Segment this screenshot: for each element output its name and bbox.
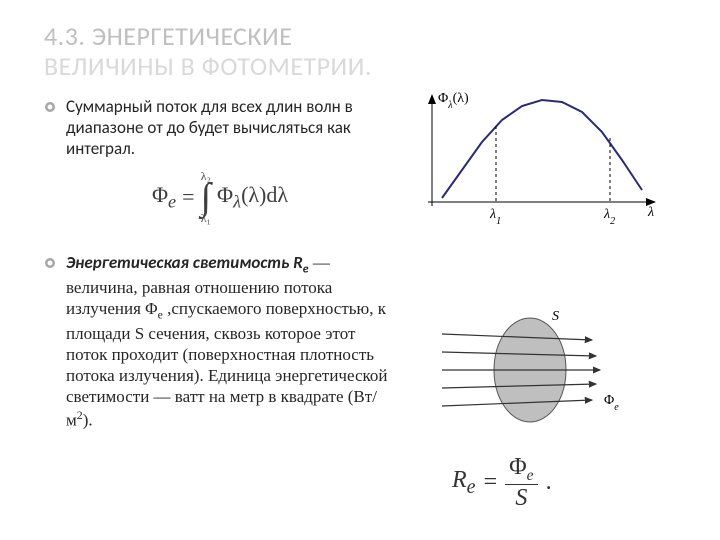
formula1-integrand: Φλ(λ)dλ bbox=[217, 182, 288, 212]
formula2-tail: . bbox=[546, 469, 552, 496]
bullet-2: Энергетическая светимость Re — величина,… bbox=[44, 252, 396, 431]
graph-tick-1: λ1 bbox=[489, 207, 501, 227]
luminosity-formula: Re = Φe S . bbox=[452, 454, 552, 511]
spectrum-graph: Φλ(λ) λ λ1 λ2 bbox=[414, 90, 662, 240]
integral-sign: λ₂ ∫ λ₁ bbox=[201, 170, 211, 224]
bullet-disc-icon bbox=[44, 101, 56, 113]
right-column: Φλ(λ) λ λ1 λ2 bbox=[396, 96, 686, 441]
integral-formula: Φe = λ₂ ∫ λ₁ Φλ(λ)dλ bbox=[44, 170, 396, 224]
title-line-2: величины в фотометрии. bbox=[44, 52, 686, 82]
title-line-1: 4.3. Энергетические bbox=[44, 22, 686, 52]
slide-title: 4.3. Энергетические величины в фотометри… bbox=[44, 22, 686, 82]
graph-xlabel: λ bbox=[647, 205, 654, 220]
surface-label-s: S bbox=[552, 309, 559, 324]
bullet-2-bold: Энергетическая светимость Re bbox=[66, 252, 309, 273]
content-area: Суммарный поток для всех длин волн в диа… bbox=[44, 96, 686, 441]
bullet-1: Суммарный поток для всех длин волн в диа… bbox=[44, 96, 396, 160]
graph-ylabel: Φλ(λ) bbox=[438, 91, 469, 111]
bullet-2-text: Энергетическая светимость Re — величина,… bbox=[66, 252, 396, 431]
left-column: Суммарный поток для всех длин волн в диа… bbox=[44, 96, 396, 441]
formula1-eq: = bbox=[182, 184, 194, 210]
formula2-fraction: Φe S bbox=[505, 454, 537, 511]
bullet-1-text: Суммарный поток для всех длин волн в диа… bbox=[66, 96, 396, 160]
bullet-disc-icon bbox=[44, 257, 56, 269]
surface-label-phi: Φe bbox=[604, 393, 619, 413]
surface-diagram: S Φe bbox=[432, 308, 632, 438]
formula2-eq: = bbox=[484, 469, 498, 496]
formula2-lhs: Re bbox=[452, 467, 476, 499]
slide: 4.3. Энергетические величины в фотометри… bbox=[0, 0, 720, 540]
graph-tick-2: λ2 bbox=[603, 207, 615, 227]
formula1-lhs: Φe bbox=[152, 182, 176, 212]
